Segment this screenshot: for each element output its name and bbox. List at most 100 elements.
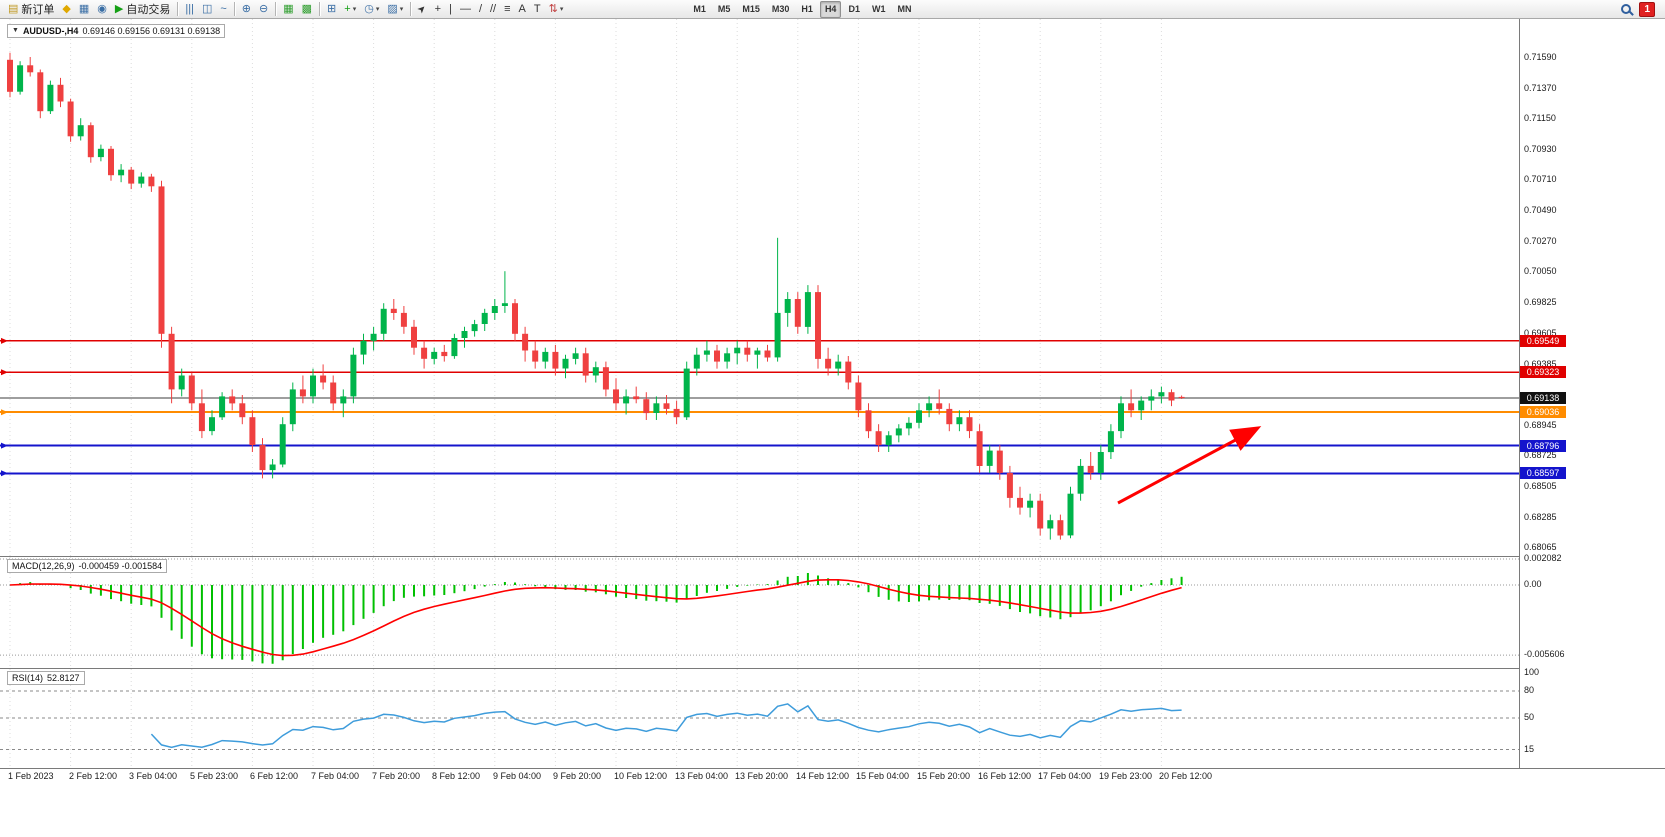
timeframe-button-mn[interactable]: MN: [897, 3, 912, 14]
vertical-line-button[interactable]: |: [445, 1, 456, 18]
price-level-badge: 0.68597: [1520, 467, 1566, 479]
cursor-button[interactable]: ➤: [414, 1, 430, 18]
clock-icon: ◷: [364, 2, 374, 15]
indicators-button[interactable]: + ▾: [340, 1, 360, 18]
fibonacci-icon: ≡: [504, 2, 511, 15]
time-tick: 5 Feb 23:00: [190, 771, 239, 781]
notification-badge[interactable]: 1: [1639, 1, 1655, 17]
rsi-panel[interactable]: [0, 668, 1519, 768]
timeframe-button-w1[interactable]: W1: [871, 3, 886, 14]
time-tick: 13 Feb 20:00: [735, 771, 789, 781]
dropdown-caret-icon: ▾: [399, 6, 404, 13]
level-line-handle-icon[interactable]: [1, 369, 8, 376]
level-line-handle-icon[interactable]: [1, 337, 8, 344]
macd-panel[interactable]: [0, 556, 1519, 668]
market-watch-button[interactable]: ▦: [75, 1, 93, 18]
chart-ohlc-values: 0.69146 0.69156 0.69131 0.69138: [82, 26, 221, 36]
template-icon: ▨: [387, 2, 398, 15]
cascade-windows-button[interactable]: ▩: [298, 1, 316, 18]
auto-trading-button[interactable]: ▶ 自动交易: [111, 1, 174, 18]
timeframe-button-h1[interactable]: H1: [801, 3, 813, 14]
time-tick: 1 Feb 2023: [8, 771, 54, 781]
new-order-button[interactable]: ▤ 新订单: [4, 1, 58, 18]
dropdown-caret-icon: ▾: [375, 6, 380, 13]
channel-button[interactable]: //: [486, 1, 500, 18]
timeframe-button-d1[interactable]: D1: [848, 3, 860, 14]
arrows-icon: ⇅: [548, 2, 558, 15]
macd-histogram: [19, 573, 1183, 664]
trendline-button[interactable]: /: [475, 1, 486, 18]
line-chart-button[interactable]: ~: [216, 1, 230, 18]
price-level-badge: 0.69323: [1520, 366, 1566, 378]
auto-arrange-button[interactable]: ⊞: [323, 1, 340, 18]
zoom-out-icon: ⊖: [259, 2, 269, 15]
auto-arrange-icon: ⊞: [327, 2, 337, 15]
timeframe-button-h4[interactable]: H4: [819, 0, 842, 18]
price-tick: 0.68505: [1524, 481, 1557, 491]
toolbar-right: 1: [1621, 1, 1661, 17]
price-tick: 0.70270: [1524, 236, 1557, 246]
fibonacci-button[interactable]: ≡: [500, 1, 514, 18]
chart-window-button[interactable]: ◆: [58, 1, 74, 18]
price-tick: 0.71590: [1524, 52, 1557, 62]
grid: [0, 557, 1519, 668]
auto-trading-play-icon: ▶: [114, 2, 124, 15]
periods-button[interactable]: ◷ ▾: [360, 1, 383, 18]
toolbar-separator: [233, 2, 235, 16]
level-line-handle-icon[interactable]: [1, 442, 8, 449]
collapse-icon[interactable]: ▼: [12, 27, 19, 34]
timeframe-button-m30[interactable]: M30: [771, 3, 790, 14]
horizontal-line-button[interactable]: —: [456, 1, 475, 18]
timeframe-button-m15[interactable]: M15: [742, 3, 760, 14]
time-axis[interactable]: 1 Feb 2023 2 Feb 12:00 3 Feb 04:00 5 Feb 23…: [0, 768, 1665, 782]
zoom-in-icon: ⊕: [241, 2, 251, 15]
crosshair-button[interactable]: +: [431, 1, 445, 18]
vertical-line-icon: |: [449, 2, 452, 15]
timeframe-button-m1[interactable]: M1: [693, 3, 706, 14]
arrows-button[interactable]: ⇅ ▾: [545, 1, 568, 18]
rsi-legend: RSI(14) 52.8127: [7, 671, 85, 685]
time-tick: 10 Feb 12:00: [614, 771, 668, 781]
crosshair-icon: +: [434, 2, 442, 15]
tile-windows-button[interactable]: ▦: [279, 1, 297, 18]
zoom-in-button[interactable]: ⊕: [238, 1, 255, 18]
price-tick: 0.68065: [1524, 542, 1557, 552]
trend-arrow[interactable]: [1117, 426, 1262, 505]
text-button[interactable]: A: [515, 1, 530, 18]
dropdown-caret-icon: ▾: [559, 6, 564, 13]
time-tick: 2 Feb 12:00: [69, 771, 118, 781]
time-tick: 7 Feb 20:00: [372, 771, 421, 781]
level-line-handle-icon[interactable]: [1, 470, 8, 477]
timeframe-group: M1 M5 M15 M30 H1 H4 D1 W1 MN: [687, 0, 917, 18]
chart-diamond-icon: ◆: [62, 2, 71, 15]
navigator-button[interactable]: ◉: [93, 1, 111, 18]
time-tick: 15 Feb 04:00: [856, 771, 910, 781]
cursor-icon: ➤: [415, 2, 430, 16]
price-tick: 0.70490: [1524, 205, 1557, 215]
dropdown-caret-icon: ▾: [352, 6, 357, 13]
rsi-tick: 50: [1524, 712, 1535, 722]
bid-price-badge: 0.69138: [1520, 392, 1566, 404]
price-tick: 0.68945: [1524, 420, 1557, 430]
time-tick: 8 Feb 12:00: [432, 771, 481, 781]
search-icon[interactable]: [1621, 4, 1632, 14]
trendline-icon: /: [478, 2, 482, 15]
timeframe-button-m5[interactable]: M5: [717, 3, 731, 14]
text-icon: A: [518, 2, 526, 15]
indicators-plus-icon: +: [344, 2, 351, 15]
tile-windows-icon: ▦: [283, 2, 294, 15]
bar-chart-button[interactable]: |||: [181, 1, 198, 18]
price-axis[interactable]: 0.71590 0.71370 0.71150 0.70930 0.70710 0.704…: [1519, 19, 1665, 768]
template-button[interactable]: ▨ ▾: [383, 1, 407, 18]
candlestick-chart-button[interactable]: ◫: [198, 1, 216, 18]
navigator-icon: ◉: [97, 2, 107, 15]
price-tick: 0.69605: [1524, 328, 1557, 338]
zoom-out-button[interactable]: ⊖: [255, 1, 272, 18]
macd-label: MACD(12,26,9): [12, 561, 75, 571]
time-tick: 9 Feb 20:00: [553, 771, 602, 781]
text-label-button[interactable]: T: [530, 1, 545, 18]
level-line-handle-icon[interactable]: [1, 409, 8, 416]
rsi-tick: 80: [1524, 685, 1535, 695]
price-chart[interactable]: [0, 19, 1519, 556]
